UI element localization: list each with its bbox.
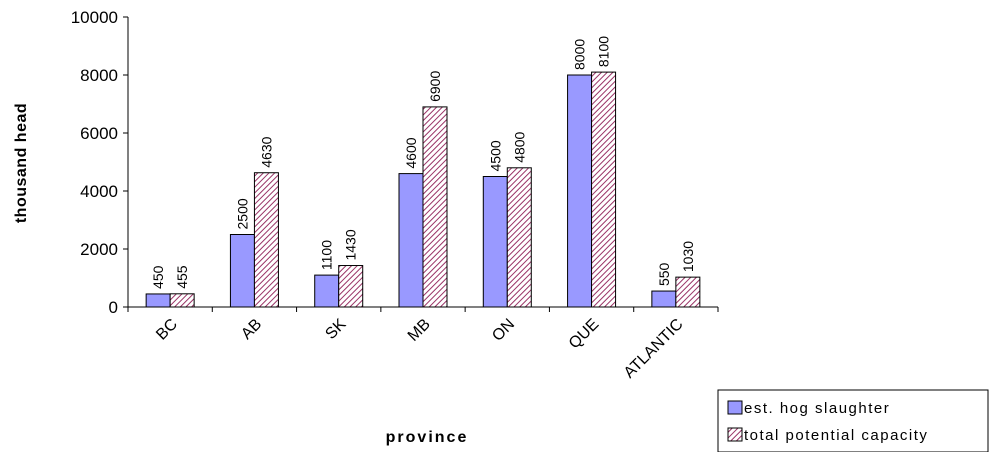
chart-data-labels: 450 2500 1100 4600 4500 8000 550 455 4630 1430 690… bbox=[150, 36, 696, 289]
y-tick-label: 4000 bbox=[80, 182, 118, 201]
bar-data-label: 4600 bbox=[403, 137, 419, 168]
bar-total-potential-capacity bbox=[506, 167, 532, 308]
x-tick-label: BC bbox=[153, 316, 181, 344]
x-tick-label: ATLANTIC bbox=[621, 316, 687, 382]
bar-data-label: 4500 bbox=[487, 140, 503, 171]
bar-total-potential-capacity bbox=[591, 71, 617, 308]
x-tick-label: MB bbox=[405, 316, 434, 345]
legend-box bbox=[717, 389, 989, 452]
y-tick-label: 10000 bbox=[71, 8, 118, 27]
chart-axes: 0 2000 4000 6000 8000 10000 BC AB SK MB ON QUE ATLAN… bbox=[71, 8, 719, 382]
bar-total-potential-capacity bbox=[253, 172, 279, 308]
chart-legend: est. hog slaughter total potential capac… bbox=[717, 389, 989, 452]
bar-data-label: 1030 bbox=[680, 241, 696, 272]
bar-total-potential-capacity bbox=[338, 265, 364, 308]
y-tick-label: 6000 bbox=[80, 124, 118, 143]
bar-est-hog-slaughter bbox=[651, 290, 677, 308]
bar-data-label: 550 bbox=[656, 262, 672, 286]
y-axis-title: thousand head bbox=[13, 103, 30, 223]
bar-est-hog-slaughter bbox=[567, 74, 593, 308]
x-tick-label: SK bbox=[322, 316, 349, 343]
bar-data-label: 1430 bbox=[343, 229, 359, 260]
bar-est-hog-slaughter bbox=[398, 173, 424, 308]
bar-data-label: 4630 bbox=[258, 136, 274, 167]
x-axis-title: province bbox=[386, 429, 469, 446]
y-tick-label: 0 bbox=[109, 298, 118, 317]
chart-bars bbox=[145, 71, 701, 308]
legend-label-est-hog-slaughter: est. hog slaughter bbox=[744, 400, 890, 417]
bar-data-label: 8000 bbox=[572, 39, 588, 70]
y-tick-label: 2000 bbox=[80, 240, 118, 259]
x-tick-label: AB bbox=[238, 316, 265, 343]
bar-data-label: 455 bbox=[174, 265, 190, 289]
bar-est-hog-slaughter bbox=[145, 293, 171, 308]
bar-data-label: 6900 bbox=[427, 71, 443, 102]
x-tick-label: QUE bbox=[566, 316, 603, 353]
bar-data-label: 450 bbox=[150, 265, 166, 289]
bar-total-potential-capacity bbox=[675, 276, 701, 308]
bar-data-label: 1100 bbox=[319, 240, 335, 270]
legend-swatch-total-potential-capacity bbox=[727, 427, 743, 442]
bar-data-label: 2500 bbox=[234, 198, 250, 229]
bar-total-potential-capacity bbox=[169, 293, 195, 308]
bar-data-label: 4800 bbox=[511, 131, 527, 162]
legend-swatch-est-hog-slaughter bbox=[727, 400, 743, 415]
bar-est-hog-slaughter bbox=[229, 234, 255, 308]
bar-est-hog-slaughter bbox=[314, 274, 340, 308]
bar-est-hog-slaughter bbox=[482, 176, 508, 308]
y-tick-label: 8000 bbox=[80, 66, 118, 85]
bar-data-label: 8100 bbox=[596, 36, 612, 67]
bar-total-potential-capacity bbox=[422, 106, 448, 308]
x-tick-label: ON bbox=[489, 316, 518, 345]
legend-label-total-potential-capacity: total potential capacity bbox=[744, 427, 928, 444]
